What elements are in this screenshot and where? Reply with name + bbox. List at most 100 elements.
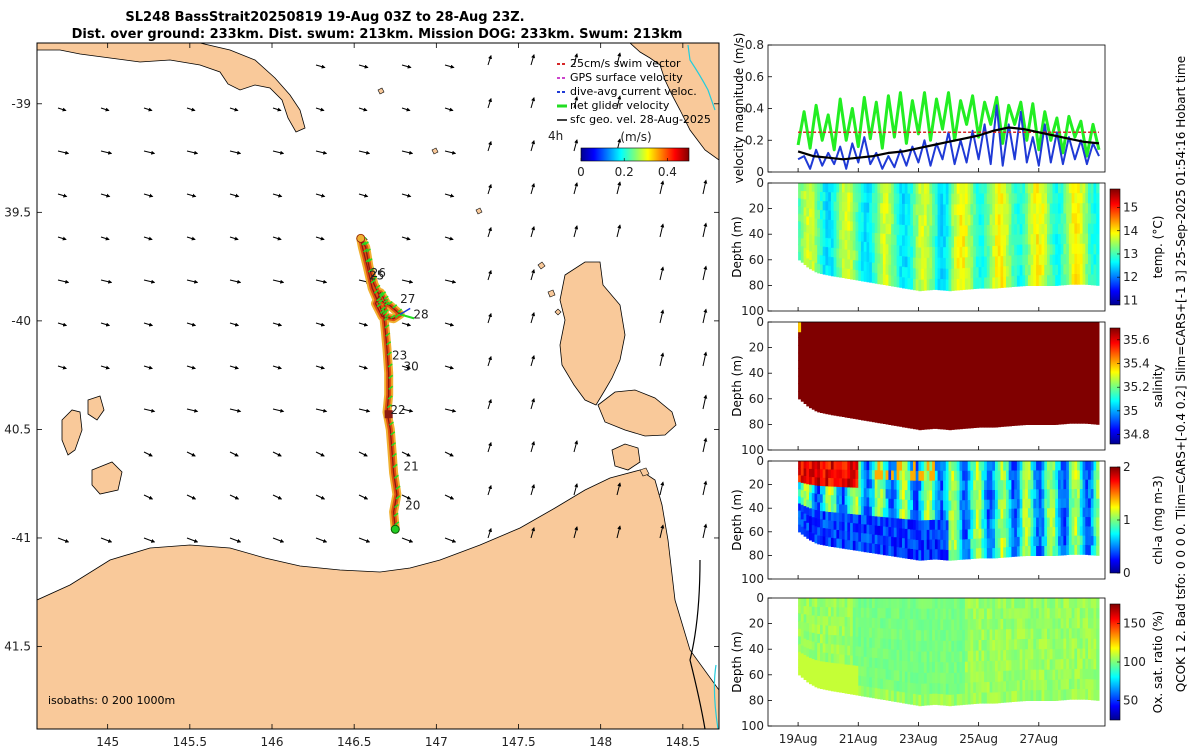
section-cell (956, 257, 960, 270)
section-cell (836, 340, 840, 351)
section-cell (910, 598, 914, 610)
section-cell (1052, 461, 1056, 471)
section-cell (1000, 528, 1004, 539)
section-cell (1006, 214, 1010, 226)
section-cell (882, 489, 887, 500)
section-cell (809, 657, 813, 668)
section-cell (1041, 363, 1045, 374)
section-cell (893, 499, 898, 510)
section-cell (830, 340, 835, 351)
section-cell (820, 403, 824, 413)
section-cell (839, 607, 843, 618)
velocity-ytick-label: 0 (756, 165, 764, 179)
section-cell (937, 386, 941, 398)
section-cell (1055, 659, 1059, 671)
section-cell (984, 608, 988, 620)
section-cell (926, 619, 930, 631)
geo-velocity-arrow (444, 150, 457, 155)
section-cell (1077, 507, 1081, 518)
section-cell (1060, 233, 1064, 245)
section-cell (1022, 470, 1026, 481)
section-cell (986, 692, 991, 704)
section-cell (1096, 342, 1100, 354)
section-cell (877, 263, 881, 275)
section-cell (1022, 322, 1026, 333)
section-cell (828, 395, 832, 406)
section-cell (830, 461, 835, 471)
section-cell (1055, 508, 1059, 519)
section-cell (863, 192, 867, 204)
section-cell (923, 215, 928, 227)
section-cell (1038, 322, 1043, 333)
section-cell (973, 499, 977, 511)
section-cell (975, 385, 980, 397)
section-cell (899, 405, 903, 417)
section-cell (1071, 253, 1075, 265)
section-cell (1063, 203, 1067, 215)
section-cell (863, 331, 867, 343)
section-cell (896, 245, 900, 257)
section-cell (959, 490, 963, 501)
section-cell (934, 461, 939, 472)
section-cell (997, 322, 1002, 334)
section-cell (1052, 598, 1056, 609)
geo-velocity-arrow (186, 279, 199, 284)
geo-velocity-arrow (444, 236, 454, 241)
section-cell (830, 478, 835, 488)
section-cell (1079, 372, 1084, 384)
section-cell (1033, 508, 1037, 519)
section-cell (869, 488, 873, 499)
section-cell (1077, 372, 1081, 384)
section-cell (1038, 527, 1043, 538)
section-cell (962, 500, 966, 511)
section-cell (844, 240, 848, 251)
section-cell (850, 478, 854, 489)
section-cell (951, 204, 955, 216)
section-cell (882, 403, 887, 414)
section-cell (885, 618, 889, 630)
section-cell (1049, 203, 1053, 215)
section-cell (833, 322, 837, 332)
section-cell (995, 650, 999, 662)
section-cell (964, 509, 969, 521)
section-cell (1008, 265, 1012, 277)
section-cell (798, 252, 802, 261)
section-cell (1077, 382, 1081, 394)
section-cell (1025, 598, 1029, 609)
section-cell (1066, 638, 1070, 650)
section-cell (874, 688, 878, 699)
section-cell (1079, 193, 1084, 204)
geo-velocity-arrow (143, 279, 156, 284)
section-cell (995, 277, 999, 289)
section-cell (836, 239, 840, 250)
net-velocity-tick (384, 324, 390, 329)
glider-track (356, 233, 415, 534)
section-cell (1011, 618, 1015, 630)
section-cell (995, 470, 999, 481)
section-cell (1058, 608, 1062, 619)
section-cell (891, 193, 895, 205)
section-cell (1049, 508, 1053, 519)
section-cell (861, 183, 865, 194)
section-cell (940, 215, 944, 227)
section-cell (970, 661, 974, 673)
section-cell (1006, 332, 1010, 344)
section-cell (803, 248, 807, 257)
section-cell (871, 667, 876, 679)
section-cell (978, 193, 982, 205)
section-cell (847, 607, 851, 618)
geo-velocity-arrow (315, 494, 326, 500)
section-cell (1003, 461, 1007, 472)
section-cell (951, 375, 955, 387)
section-cell (926, 520, 930, 531)
section-cell (951, 694, 955, 706)
section-cell (1014, 383, 1018, 395)
section-cell (959, 407, 963, 419)
section-cell (1055, 322, 1059, 333)
section-cell (850, 211, 854, 222)
section-cell (1090, 470, 1095, 481)
section-cell (945, 640, 950, 653)
section-cell (1030, 498, 1034, 509)
section-cell (992, 332, 996, 344)
section-cell (1027, 352, 1032, 364)
